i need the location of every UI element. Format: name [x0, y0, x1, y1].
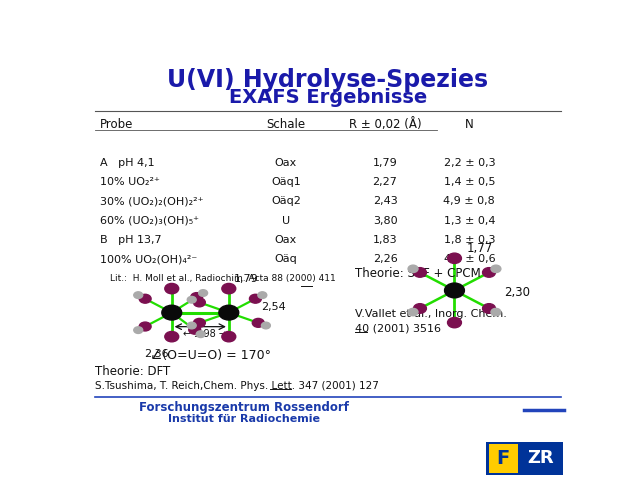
Text: 4,2 ± 0,6: 4,2 ± 0,6 — [444, 254, 495, 264]
Text: 30% (UO₂)₂(OH)₂²⁺: 30% (UO₂)₂(OH)₂²⁺ — [100, 196, 204, 206]
Circle shape — [445, 283, 465, 298]
Circle shape — [162, 305, 182, 320]
Circle shape — [188, 297, 196, 303]
Text: Institut für Radiochemie: Institut für Radiochemie — [168, 414, 320, 424]
Text: A   pH 4,1: A pH 4,1 — [100, 158, 154, 168]
Circle shape — [258, 292, 267, 299]
Circle shape — [193, 298, 205, 307]
Circle shape — [483, 268, 495, 277]
Text: S.Tsushima, T. Reich,Chem. Phys. Lett. 347 (2001) 127: S.Tsushima, T. Reich,Chem. Phys. Lett. 3… — [95, 381, 379, 391]
Text: 10% UO₂²⁺: 10% UO₂²⁺ — [100, 177, 160, 187]
Text: Forschungszentrum Rossendorf: Forschungszentrum Rossendorf — [139, 401, 349, 415]
Circle shape — [483, 304, 495, 313]
Circle shape — [139, 322, 151, 331]
Circle shape — [134, 292, 143, 299]
Text: V.Vallet et al., Inorg. Chem.: V.Vallet et al., Inorg. Chem. — [355, 310, 507, 320]
Circle shape — [222, 332, 236, 342]
Circle shape — [408, 265, 418, 273]
Text: Oäq: Oäq — [275, 254, 297, 264]
Circle shape — [261, 322, 270, 329]
Text: 2,26: 2,26 — [372, 254, 397, 264]
Text: 2,30: 2,30 — [504, 286, 530, 299]
Circle shape — [196, 331, 205, 337]
Text: Oäq2: Oäq2 — [271, 196, 301, 206]
Text: 2,36: 2,36 — [145, 349, 169, 359]
Circle shape — [188, 322, 196, 329]
Text: 1,83: 1,83 — [372, 235, 397, 245]
Text: Theorie: DFT: Theorie: DFT — [95, 365, 170, 378]
Text: ← 3,98 →: ← 3,98 → — [183, 329, 227, 339]
Circle shape — [191, 293, 203, 301]
Circle shape — [165, 283, 179, 294]
Circle shape — [413, 268, 426, 277]
Circle shape — [447, 253, 461, 264]
Text: Oax: Oax — [275, 235, 297, 245]
Text: 1,79: 1,79 — [372, 158, 397, 168]
Text: 3,80: 3,80 — [372, 216, 397, 226]
Text: EXAFS Ergebnisse: EXAFS Ergebnisse — [229, 88, 427, 107]
Text: 40 (2001) 3516: 40 (2001) 3516 — [355, 323, 442, 333]
Circle shape — [134, 327, 143, 334]
Text: 1,8 ± 0,3: 1,8 ± 0,3 — [444, 235, 495, 245]
Text: Schale: Schale — [266, 118, 305, 131]
Circle shape — [491, 308, 501, 316]
Text: 100% UO₂(OH)₄²⁻: 100% UO₂(OH)₄²⁻ — [100, 254, 197, 264]
Text: U: U — [282, 216, 290, 226]
Bar — [489, 444, 518, 473]
Text: R ± 0,02 (Å): R ± 0,02 (Å) — [349, 118, 421, 131]
Text: U(VI) Hydrolyse-Spezies: U(VI) Hydrolyse-Spezies — [168, 68, 488, 92]
Text: Theorie: SCF + CPCM: Theorie: SCF + CPCM — [355, 267, 481, 280]
Circle shape — [252, 318, 264, 327]
Circle shape — [250, 294, 261, 303]
Text: ZR: ZR — [527, 449, 554, 468]
Circle shape — [198, 290, 207, 296]
Text: Probe: Probe — [100, 118, 133, 131]
Text: 4,9 ± 0,8: 4,9 ± 0,8 — [444, 196, 495, 206]
Circle shape — [447, 317, 461, 328]
Text: 2,54: 2,54 — [261, 302, 286, 312]
Circle shape — [189, 325, 201, 334]
Text: 60% (UO₂)₃(OH)₅⁺: 60% (UO₂)₃(OH)₅⁺ — [100, 216, 199, 226]
Text: 1,77: 1,77 — [467, 242, 493, 255]
Text: 2,27: 2,27 — [372, 177, 397, 187]
Text: 1,4 ± 0,5: 1,4 ± 0,5 — [444, 177, 495, 187]
Text: Lit.:  H. Moll et al., Radiochim. Acta 88 (2000) 411: Lit.: H. Moll et al., Radiochim. Acta 88… — [110, 275, 335, 284]
Text: F: F — [497, 449, 510, 468]
Circle shape — [413, 304, 426, 313]
Circle shape — [222, 283, 236, 294]
Text: 1,79: 1,79 — [234, 274, 259, 284]
Text: 1,3 ± 0,4: 1,3 ± 0,4 — [444, 216, 495, 226]
Text: N: N — [465, 118, 474, 131]
Text: 2,2 ± 0,3: 2,2 ± 0,3 — [444, 158, 495, 168]
Circle shape — [165, 332, 179, 342]
Text: Oäq1: Oäq1 — [271, 177, 301, 187]
Circle shape — [491, 265, 501, 273]
Text: ∠(O=U=O) = 170°: ∠(O=U=O) = 170° — [152, 348, 271, 361]
Circle shape — [139, 294, 151, 303]
Text: B   pH 13,7: B pH 13,7 — [100, 235, 161, 245]
Circle shape — [408, 308, 418, 316]
Circle shape — [219, 305, 239, 320]
Circle shape — [193, 318, 205, 327]
Text: Oax: Oax — [275, 158, 297, 168]
Text: 2,43: 2,43 — [372, 196, 397, 206]
